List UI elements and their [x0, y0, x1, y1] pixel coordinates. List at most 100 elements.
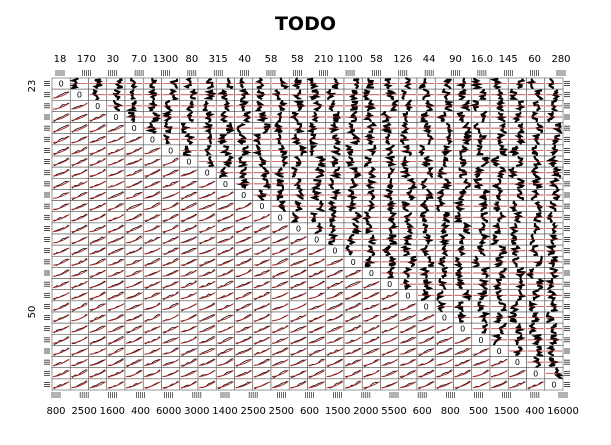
- panel-5-1: [69, 133, 89, 146]
- panel-3-2: [88, 111, 108, 123]
- panel-26-1: [69, 367, 89, 380]
- point-cloud: [551, 89, 561, 101]
- panel-22-10: [234, 322, 254, 335]
- smoother-curve: [217, 225, 234, 233]
- panel-8-23: [471, 166, 491, 179]
- panel-7-9: [215, 155, 235, 168]
- panel-26-17: [361, 367, 381, 380]
- point-cloud: [495, 289, 504, 302]
- panel-0-5: [142, 77, 162, 90]
- diagonal-label: 0: [478, 336, 483, 345]
- panel-25-20: [416, 356, 436, 369]
- panel-18-25: [507, 278, 527, 291]
- smoother-curve: [71, 325, 88, 333]
- panel-18-24: [489, 278, 509, 291]
- smoother-curve: [89, 258, 107, 266]
- point-cloud: [418, 78, 428, 89]
- panel-11-20: [416, 199, 436, 213]
- smoother-curve: [89, 113, 107, 121]
- smoother-curve: [89, 347, 107, 355]
- panel-26-4: [124, 367, 144, 380]
- smoother-curve: [217, 370, 234, 378]
- panel-2-20: [416, 99, 437, 112]
- panel-23-14: [307, 333, 327, 346]
- panel-frame: [252, 244, 272, 257]
- smoother-curve: [144, 225, 161, 233]
- diagonal-label: 0: [241, 191, 246, 200]
- panel-12-19: [398, 211, 418, 224]
- panel-frame: [197, 367, 217, 380]
- panel-4-10: [234, 122, 254, 135]
- panel-13-6: [161, 222, 181, 235]
- panel-frame: [161, 311, 181, 324]
- point-trace: [126, 147, 142, 155]
- panel-8-11: [252, 166, 272, 179]
- panel-6-21: [434, 144, 454, 157]
- panel-26-0: [51, 367, 71, 380]
- smoother-curve: [144, 247, 161, 255]
- panel-25-4: [124, 356, 144, 369]
- smoother-curve: [326, 269, 344, 277]
- panel-11-2: [88, 200, 108, 213]
- panel-frame: [124, 155, 144, 168]
- panel-2-9: [215, 99, 235, 112]
- smoother-curve: [71, 314, 88, 322]
- diagonal-label: 0: [113, 113, 118, 122]
- smoother-curve: [107, 314, 125, 322]
- smoother-curve: [71, 158, 88, 166]
- point-cloud: [219, 110, 229, 123]
- panel-19-23: [471, 289, 491, 302]
- panel-19-11: [252, 289, 272, 302]
- panel-8-12: [270, 166, 290, 179]
- diagonal-label: 0: [150, 135, 155, 144]
- panel-3-9: [215, 110, 235, 123]
- panel-9-16: [343, 177, 363, 190]
- smoother-curve: [417, 336, 435, 344]
- smoother-curve: [180, 325, 198, 333]
- panel-8-6: [161, 166, 181, 179]
- panel-5-4: [124, 133, 144, 146]
- diagonal-label: 0: [259, 202, 264, 211]
- point-trace: [163, 213, 179, 223]
- point-trace: [90, 381, 105, 389]
- panel-13-13: 0: [288, 222, 308, 235]
- point-cloud: [546, 155, 559, 168]
- panel-21-3: [106, 311, 126, 324]
- smoother-curve: [52, 370, 70, 378]
- panel-27-0: [51, 378, 71, 391]
- smoother-curve: [198, 191, 216, 199]
- panel-14-3: [106, 233, 126, 246]
- smoother-curve: [71, 180, 88, 188]
- panel-25-21: [434, 356, 454, 369]
- point-cloud: [147, 100, 158, 112]
- point-cloud: [275, 189, 284, 202]
- panel-3-21: [434, 111, 454, 123]
- panel-21-14: [307, 311, 327, 324]
- point-cloud: [328, 121, 340, 133]
- panel-20-26: [526, 300, 546, 313]
- panel-frame: [124, 133, 144, 146]
- top-tick-label: 16.0: [471, 54, 493, 65]
- point-trace: [181, 358, 197, 367]
- diagonal-label: 0: [369, 269, 374, 278]
- panel-22-3: [106, 322, 126, 335]
- point-cloud: [399, 245, 412, 257]
- panel-12-0: [51, 211, 71, 224]
- panel-13-24: [489, 222, 509, 235]
- panel-20-19: [398, 300, 418, 313]
- panel-22-11: [252, 322, 272, 335]
- panel-15-10: [234, 244, 254, 257]
- panel-9-12: [270, 177, 290, 190]
- point-cloud: [497, 212, 507, 223]
- panel-15-16: [343, 244, 363, 257]
- panel-27-10: [234, 378, 254, 391]
- panel-26-8: [197, 367, 217, 380]
- smoother-curve: [71, 370, 88, 378]
- panel-3-10: [234, 111, 254, 123]
- panel-6-3: [106, 144, 126, 157]
- panel-11-11: 0: [252, 200, 272, 213]
- panel-10-12: [270, 189, 290, 202]
- panel-7-21: [434, 155, 454, 168]
- smoother-curve: [107, 336, 125, 344]
- panel-25-26: [526, 356, 546, 369]
